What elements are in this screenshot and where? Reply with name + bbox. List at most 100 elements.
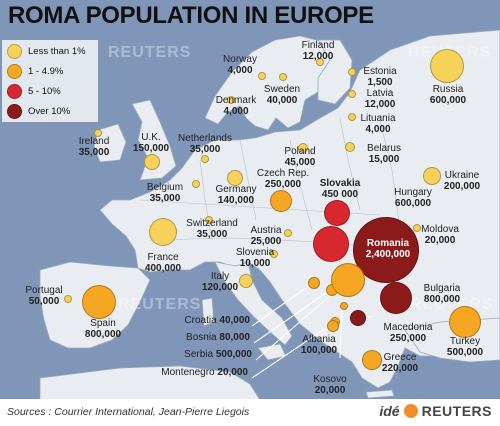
country-name: Estonia [363, 66, 397, 77]
country-value: 600,000 [394, 198, 432, 209]
bubble-ireland [94, 129, 102, 137]
country-name: Montenegro [161, 367, 218, 378]
label-russia: Russia 600,000 [430, 84, 466, 106]
bubble-ukraine [423, 167, 441, 185]
label-portugal: Portugal 50,000 [25, 285, 62, 307]
country-value: 2,400,000 [365, 249, 411, 260]
country-name: Turkey [449, 336, 481, 347]
country-value: 35,000 [78, 147, 110, 158]
country-value: 35,000 [149, 193, 181, 204]
country-value: 35,000 [196, 229, 228, 240]
legend-item: Over 10% [2, 102, 70, 120]
country-value: 20,000 [424, 235, 456, 246]
label-latvia: Latvia 12,000 [365, 88, 396, 110]
country-name: Bosnia [186, 332, 220, 343]
label-norway: Norway 4,000 [223, 54, 257, 76]
country-name: Croatia [184, 315, 220, 326]
country-name: Greece [383, 352, 417, 363]
country-value: 4,000 [223, 106, 249, 117]
country-value: 40,000 [266, 95, 298, 106]
country-value: 80,000 [219, 332, 250, 343]
bubble-czech-rep [270, 190, 292, 212]
country-name: Russia [432, 84, 464, 95]
label-macedonia: Macedonia 250,000 [384, 322, 433, 344]
country-name: Norway [223, 54, 257, 65]
label-kosovo: Kosovo 20,000 [313, 374, 346, 396]
watermark: REUTERS [118, 296, 202, 313]
country-name: Belarus [367, 143, 401, 154]
bubble-macedonia [350, 310, 366, 326]
bubble-portugal [64, 295, 72, 303]
land-scandinavia [204, 35, 339, 131]
country-name: Latvia [366, 88, 394, 99]
bubble-moldova [413, 224, 421, 232]
label-romania: Romania 2,400,000 [366, 238, 411, 260]
bubble-poland [298, 143, 308, 153]
label-croatia: Croatia 40,000 [184, 315, 250, 326]
country-name: Finland [301, 40, 335, 51]
label-belgium: Belgium 35,000 [147, 182, 183, 204]
legend-label: 5 - 10% [28, 85, 61, 97]
country-name: Lituania [360, 113, 396, 124]
country-value: 35,000 [189, 144, 221, 155]
label-switzerland: Switzerland 35,000 [186, 218, 238, 240]
country-value: 20,000 [314, 385, 346, 396]
country-value: 220,000 [381, 363, 419, 374]
label-moldova: Moldova 20,000 [421, 224, 459, 246]
country-name: Sweden [263, 84, 301, 95]
country-value: 250,000 [389, 333, 427, 344]
country-value: 150,000 [132, 143, 170, 154]
country-name: Ukraine [444, 170, 480, 181]
country-name: Austria [250, 225, 282, 236]
legend-swatch [7, 103, 22, 119]
watermark: REUTERS [108, 44, 192, 61]
country-name: France [147, 252, 179, 263]
country-name: Netherlands [178, 133, 232, 144]
country-value: 500,000 [215, 349, 252, 360]
bubble-albania [327, 320, 339, 332]
footer: Sources : Courrier International, Jean-P… [0, 399, 500, 426]
label-germany: Germany 140,000 [215, 184, 256, 206]
bubble-finland [316, 58, 324, 66]
bubble-france [149, 218, 177, 246]
country-value: 400,000 [144, 263, 182, 274]
legend-item: 5 - 10% [2, 82, 61, 100]
label-ukraine: Ukraine 200,000 [444, 170, 480, 192]
bubble-serbia [331, 263, 365, 297]
label-austria: Austria 25,000 [250, 225, 281, 247]
country-value: 600,000 [429, 95, 467, 106]
country-name: Romania [366, 238, 410, 249]
land-finland [317, 39, 353, 105]
country-name: Ireland [78, 136, 110, 147]
country-value: 800,000 [423, 294, 461, 305]
bubble-slovakia [324, 200, 350, 226]
country-name: Hungary [394, 187, 432, 198]
country-name: Denmark [215, 95, 257, 106]
country-value: 250,000 [264, 179, 302, 190]
bubble-switzerland [205, 216, 213, 224]
bubble-austria [284, 229, 292, 237]
label-italy: Italy 120,000 [202, 271, 238, 293]
label-lituania: Lituania 4,000 [360, 113, 395, 135]
page-title: ROMA POPULATION IN EUROPE [8, 2, 374, 29]
bubble-italy [239, 274, 253, 288]
label-czech-rep: Czech Rep. 250,000 [257, 168, 309, 190]
label-spain: Spain 800,000 [85, 318, 121, 340]
label-netherlands: Netherlands 35,000 [178, 133, 232, 155]
bubble-hungary [313, 226, 349, 262]
ide-logo: idé [379, 403, 400, 419]
legend-swatch [7, 83, 22, 99]
label-montenegro: Montenegro 20,000 [161, 367, 248, 378]
label-estonia: Estonia 1,500 [363, 66, 396, 88]
country-name: Italy [210, 271, 230, 282]
country-value: 4,000 [365, 124, 391, 135]
country-value: 12,000 [302, 51, 334, 62]
country-name: Poland [284, 146, 316, 157]
country-value: 1,500 [367, 77, 393, 88]
label-bosnia: Bosnia 80,000 [186, 332, 250, 343]
legend-label: Less than 1% [28, 45, 86, 57]
country-name: Switzerland [186, 218, 238, 229]
bubble-romania [353, 217, 419, 283]
